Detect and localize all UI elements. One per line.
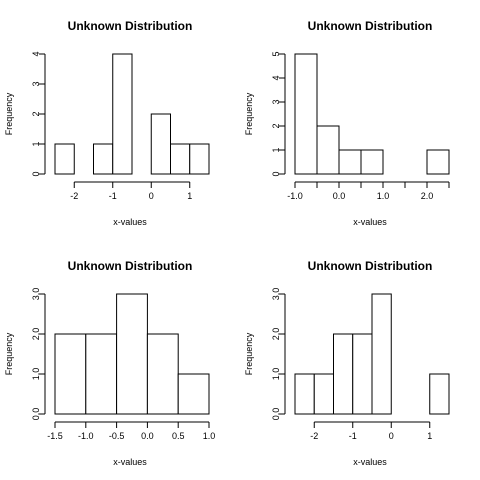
panel-2-bar (316, 125, 340, 175)
panel-2-y-tick-label: 0 (271, 171, 281, 176)
histogram-panel-4: Unknown Distribution x-values Frequency … (244, 259, 450, 467)
panel-4-bar (371, 293, 392, 415)
panel-1-bar (170, 143, 191, 175)
panel-1-x-tick-label: -2 (70, 191, 78, 201)
panel-2-x-tick-label: -1.0 (287, 191, 303, 201)
panel-4-y-label: Frequency (244, 332, 254, 375)
panel-3-bar (85, 333, 118, 415)
panel-4-y-tick-label: 2.0 (271, 328, 281, 341)
panel-4-y-tick-label: 3.0 (271, 288, 281, 301)
panel-4-bar (294, 373, 315, 415)
panel-3-x-tick-label: -1.5 (47, 431, 63, 441)
panel-4-x-tick-label: 1 (427, 431, 432, 441)
panel-2-y-tick-label: 2 (271, 123, 281, 128)
panel-3-bar (177, 373, 210, 415)
panel-4-bar (352, 333, 373, 415)
panel-3-bar (116, 293, 148, 415)
panel-4-x-label: x-values (353, 457, 387, 467)
histogram-panel-1: Unknown Distribution x-values Frequency … (4, 19, 210, 227)
panel-4-bar (429, 373, 450, 415)
panel-3-x-tick-label: -1.0 (78, 431, 94, 441)
panel-1-x-tick-label: -1 (109, 191, 117, 201)
panel-1-bar (93, 143, 114, 175)
panel-3-y-label: Frequency (4, 332, 14, 375)
panel-4-y-tick-label: 1.0 (271, 368, 281, 381)
panel-2-title: Unknown Distribution (308, 19, 433, 33)
panel-3-x-tick-label: 0.5 (172, 431, 185, 441)
panel-2-y-tick-label: 3 (271, 99, 281, 104)
panel-1-bar (112, 53, 133, 175)
panel-1-x-tick-label: 1 (187, 191, 192, 201)
panel-2-x-tick-label: 1.0 (377, 191, 390, 201)
panel-2-y-label: Frequency (244, 92, 254, 135)
histogram-panel-3: Unknown Distribution x-values Frequency … (4, 259, 215, 467)
panel-3-x-label: x-values (113, 457, 147, 467)
panel-4-x-tick-label: 0 (389, 431, 394, 441)
panel-1-y-tick-label: 1 (31, 141, 41, 146)
panel-3-y-tick-label: 0.0 (31, 408, 41, 421)
panel-1-y-tick-label: 0 (31, 171, 41, 176)
panel-3-x-tick-label: 1.0 (203, 431, 216, 441)
panel-2-bar (294, 53, 318, 175)
panel-2-x-tick-label: 2.0 (421, 191, 434, 201)
panel-2-y-tick-label: 1 (271, 147, 281, 152)
panel-1-y-tick-label: 3 (31, 81, 41, 86)
panel-3-bar (146, 333, 179, 415)
panel-3-x-tick-label: -0.5 (109, 431, 125, 441)
panel-4-bar (313, 373, 334, 415)
panel-3-x-tick-label: 0.0 (141, 431, 154, 441)
panel-3-y-tick-label: 2.0 (31, 328, 41, 341)
panel-3-bar (54, 333, 87, 415)
panel-1-bar (54, 143, 75, 175)
panel-4-x-tick-label: -1 (349, 431, 357, 441)
panel-1-bar (189, 143, 210, 175)
panel-3-y-tick-label: 1.0 (31, 368, 41, 381)
panel-2-x-tick-label: 0.0 (333, 191, 346, 201)
panel-1-title: Unknown Distribution (68, 19, 193, 33)
panel-2-bar (338, 149, 362, 175)
panel-2-x-label: x-values (353, 217, 387, 227)
panel-2-y-tick-label: 5 (271, 51, 281, 56)
panel-2-y-tick-label: 4 (271, 75, 281, 80)
panel-4-y-tick-label: 0.0 (271, 408, 281, 421)
panel-3-y-tick-label: 3.0 (31, 288, 41, 301)
panel-1-bar (150, 113, 171, 175)
panel-4-title: Unknown Distribution (308, 259, 433, 273)
panel-1-y-tick-label: 4 (31, 51, 41, 56)
panel-4-bar (333, 333, 354, 415)
histogram-panel-2: Unknown Distribution x-values Frequency … (244, 19, 450, 227)
panel-2-bar (426, 149, 450, 175)
panel-1-y-label: Frequency (4, 92, 14, 135)
panel-4-x-tick-label: -2 (310, 431, 318, 441)
panel-3-title: Unknown Distribution (68, 259, 193, 273)
panel-1-y-tick-label: 2 (31, 111, 41, 116)
panel-1-x-tick-label: 0 (149, 191, 154, 201)
panel-1-x-label: x-values (113, 217, 147, 227)
panel-2-bar (360, 149, 384, 175)
